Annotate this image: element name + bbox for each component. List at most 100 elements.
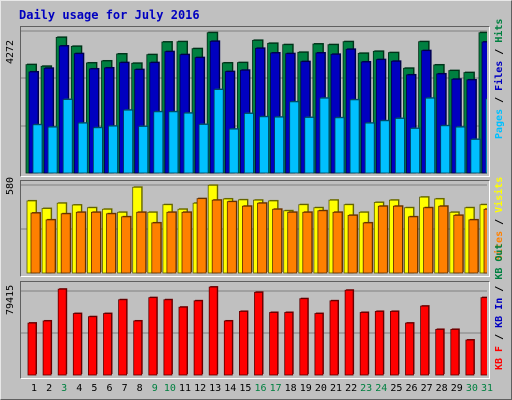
pages-bar-day-21 [334,117,345,174]
legend-pages: Pages [494,108,505,139]
pages-bar-day-20 [319,97,330,174]
x-tick-label: 26 [405,383,418,394]
sites-visits-plot [21,184,487,274]
x-tick-label: 28 [435,383,448,394]
pages-bar-day-15 [243,113,254,174]
pages-bar-day-22 [349,99,360,174]
sites-bar-day-29 [453,214,464,274]
pages-bar-day-28 [440,125,451,174]
pages-bar-day-24 [379,120,390,174]
kbf-bar-day-18 [284,312,294,376]
kbf-bar-day-12 [193,300,203,376]
sites-bar-day-3 [60,213,71,274]
kbf-bar-day-28 [435,329,445,376]
sites-bar-day-10 [166,211,177,274]
kb-legend: KB F / KB In / KB Out [494,243,505,370]
pages-bar-day-3 [62,99,73,174]
pages-bar-day-6 [108,125,118,174]
x-tick-label: 10 [163,383,176,394]
visits-y-max-label: 580 [5,176,16,195]
x-tick-label: 29 [450,383,463,394]
legend-kbin: KB In [494,297,505,328]
sites-bar-day-5 [91,211,101,274]
x-tick-label: 14 [224,383,237,394]
sites-bar-day-2 [45,219,56,274]
pages-bar-day-26 [410,128,420,174]
sites-bar-day-25 [392,205,403,274]
sites-bar-day-1 [30,212,41,274]
kbf-bar-day-24 [374,311,384,376]
sites-bar-day-12 [196,198,207,274]
x-tick-label: 8 [136,383,143,394]
pages-bar-day-18 [289,101,300,174]
sites-bar-day-17 [272,208,283,274]
kbf-bar-day-5 [88,316,97,376]
sites-bar-day-4 [75,211,86,274]
kbf-bar-day-26 [405,322,414,376]
legend-kbf: KB F [494,345,505,370]
kbf-bar-day-15 [238,311,248,376]
sites-bar-day-31 [483,208,487,274]
kb-plot [21,286,487,376]
sites-bar-day-11 [181,211,192,274]
x-tick-label: 16 [254,383,267,394]
pages-bar-day-12 [198,124,209,174]
sites-visits-panel [20,180,490,277]
kbf-bar-day-27 [420,305,430,376]
hits-legend: Pages / Files / Hits [494,18,505,139]
pages-bar-day-23 [364,122,375,174]
x-tick-label: 20 [314,383,327,394]
kbf-bar-day-13 [208,286,218,376]
pages-bar-day-17 [274,116,285,174]
pages-bar-day-19 [304,117,315,174]
pages-bar-day-30 [470,139,481,174]
pages-bar-day-11 [183,112,194,174]
x-tick-label: 11 [178,383,192,394]
x-tick-label: 22 [345,383,358,394]
sites-bar-day-14 [226,201,237,274]
kbf-bar-day-31 [480,297,487,376]
sites-bar-day-19 [302,211,313,274]
x-tick-label: 18 [284,383,297,394]
x-tick-label: 9 [151,383,158,394]
sites-bar-day-20 [317,210,328,274]
sites-bar-day-9 [151,222,162,274]
sites-bar-day-22 [347,214,358,274]
x-tick-label: 5 [91,383,98,394]
pages-bar-day-14 [228,128,239,174]
sites-bar-day-21 [332,211,343,274]
kbf-bar-day-3 [57,288,67,376]
x-tick-label: 12 [194,383,207,394]
kb-y-max-label: 79415 [5,284,16,315]
kbf-bar-day-1 [27,322,37,376]
pages-bar-day-31 [485,98,487,174]
kbf-bar-day-29 [450,329,460,376]
x-tick-label: 24 [375,383,388,394]
x-tick-label: 31 [480,383,494,394]
pages-bar-day-29 [455,126,466,174]
x-tick-label: 25 [390,383,403,394]
sites-bar-day-13 [211,199,222,274]
kbf-bar-day-10 [163,299,173,376]
kbf-bar-day-4 [72,313,82,376]
kbf-bar-day-19 [299,298,309,376]
legend-visits: Visits [494,176,505,213]
pages-bar-day-16 [259,116,269,174]
kbf-bar-day-8 [133,320,143,376]
pages-bar-day-9 [153,111,164,174]
kb-panel [20,281,490,379]
sites-bar-day-24 [377,205,388,274]
x-tick-label: 4 [76,383,83,394]
pages-bar-day-2 [47,126,58,174]
kbf-bar-day-17 [269,312,279,376]
sites-bar-day-8 [136,211,147,274]
x-tick-label: 21 [329,383,343,394]
kbf-bar-day-21 [329,300,339,376]
x-tick-label: 27 [420,383,433,394]
sites-bar-day-30 [468,219,479,274]
pages-bar-day-4 [77,122,88,174]
sites-bar-day-6 [106,213,116,274]
kbf-bar-day-7 [118,299,127,376]
kbf-bar-day-16 [254,291,263,376]
pages-bar-day-25 [394,118,405,174]
